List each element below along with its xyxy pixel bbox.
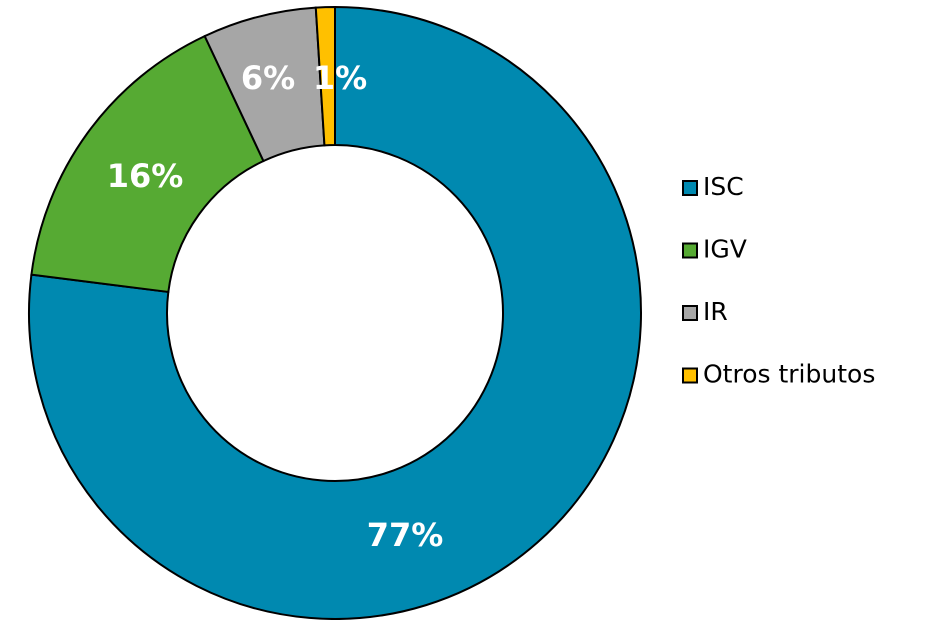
- donut-slice: [30, 34, 265, 294]
- legend-label: IR: [703, 297, 728, 326]
- donut-slice: [314, 5, 336, 147]
- legend-label: Otros tributos: [703, 360, 875, 389]
- legend-swatch: [682, 367, 698, 384]
- data-label: 77%: [367, 516, 444, 554]
- legend-label: ISC: [703, 172, 744, 201]
- legend-swatch: [682, 242, 698, 259]
- legend-label: IGV: [703, 235, 747, 264]
- data-label: 1%: [313, 59, 367, 97]
- donut-slice: [28, 5, 642, 620]
- legend-swatch: [682, 180, 698, 196]
- data-label: 6%: [241, 59, 295, 97]
- data-label: 16%: [107, 157, 184, 195]
- legend-swatch: [682, 305, 698, 321]
